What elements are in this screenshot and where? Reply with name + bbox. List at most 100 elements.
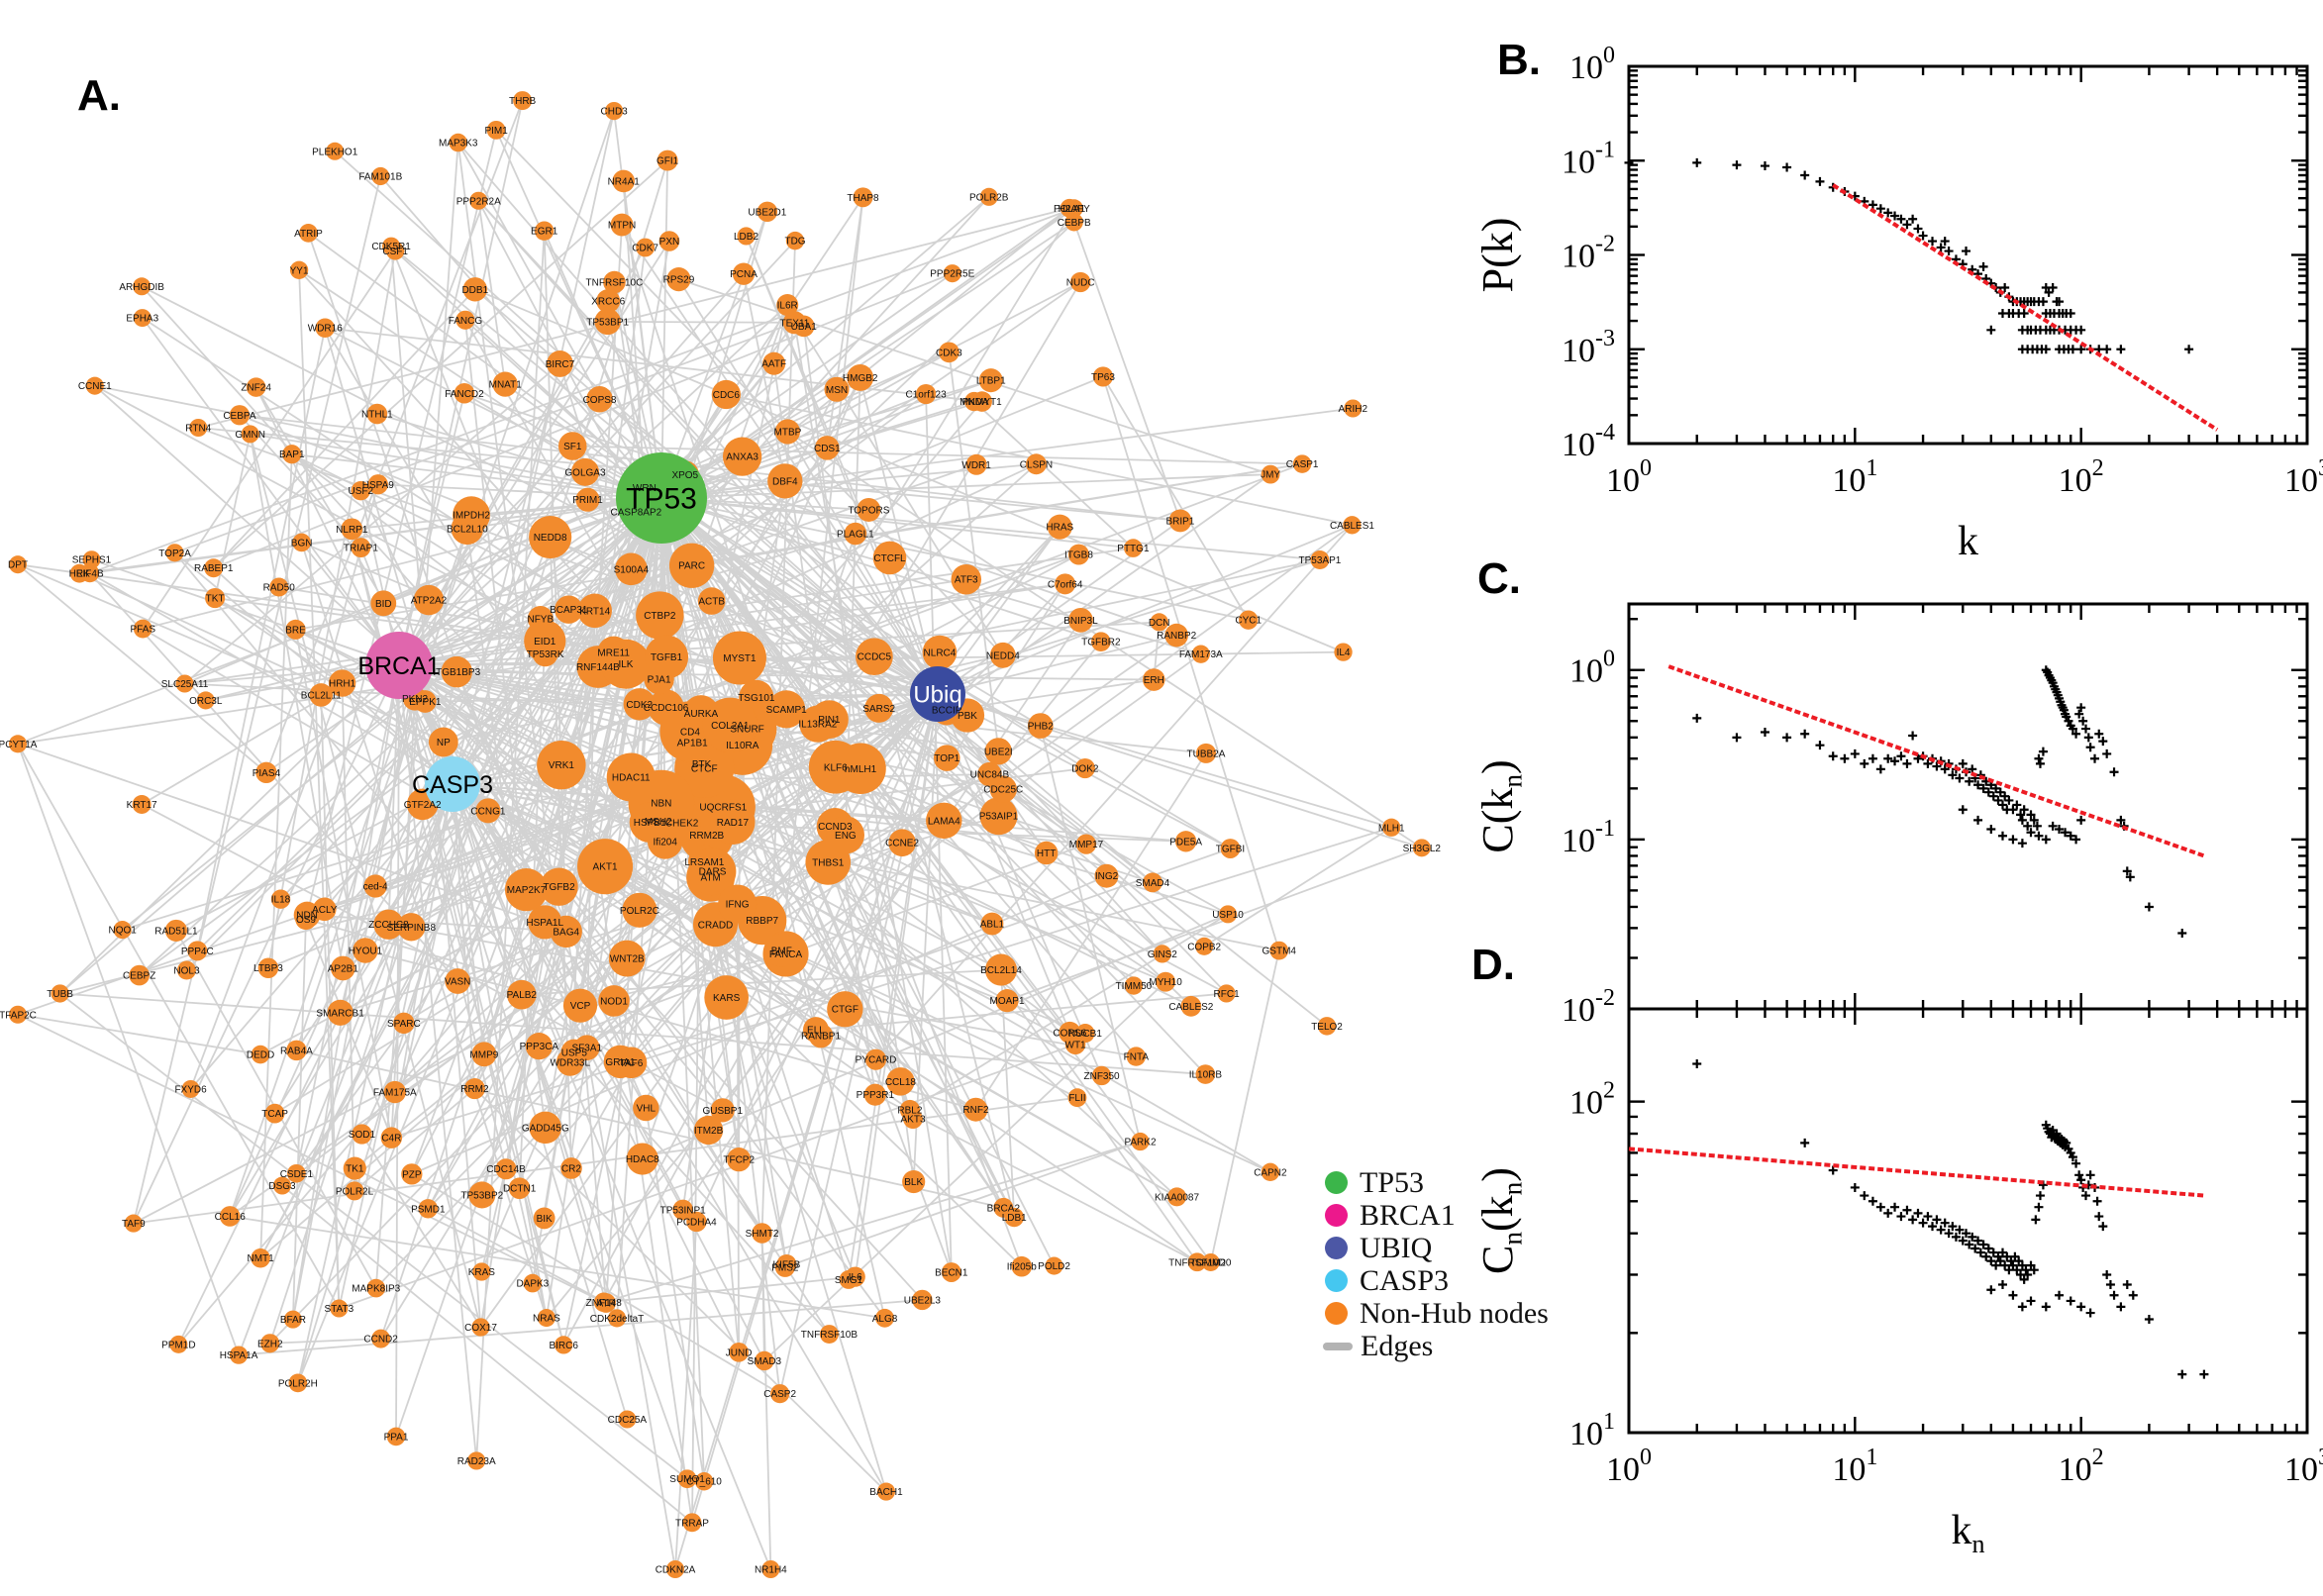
- node-label: AKT1: [593, 862, 618, 873]
- node-swatch-icon: [1325, 1269, 1348, 1292]
- node-label: XPO5: [671, 470, 698, 481]
- network-node: [550, 915, 582, 948]
- y-axis-label: C(kn): [1473, 759, 1528, 852]
- network-node: [598, 985, 630, 1017]
- node-label: GRIA1: [605, 1057, 635, 1068]
- node-label: WRN: [633, 483, 656, 494]
- node-label: CDKN2A: [656, 1565, 696, 1576]
- network-node: [367, 474, 388, 495]
- node-label: CCND2: [363, 1335, 398, 1346]
- tick-label: 102: [2059, 1445, 2104, 1488]
- node-label: TELO2: [1311, 1022, 1343, 1033]
- network-node: [1261, 464, 1280, 484]
- node-label: CEBPA: [223, 411, 255, 422]
- network-node: [537, 1309, 556, 1328]
- network-node: [1070, 271, 1091, 293]
- node-label: BRCA2: [987, 1203, 1021, 1214]
- network-node: [603, 270, 626, 294]
- network-node: [824, 376, 850, 402]
- node-label: GMNN: [235, 430, 265, 441]
- node-label: PMS2: [771, 1262, 799, 1273]
- node-label: XRCC6: [591, 297, 625, 308]
- node-label: ALG8: [872, 1314, 898, 1325]
- network-node: [363, 874, 387, 898]
- network-node: [712, 631, 766, 685]
- node-label: BIRC6: [549, 1341, 578, 1351]
- node-label: BTK: [692, 759, 712, 770]
- network-node: [309, 683, 334, 707]
- tick-label: 103: [2284, 1445, 2323, 1488]
- node-label: RBBP7: [746, 916, 778, 927]
- network-node: [792, 315, 815, 338]
- node-label: CABLES1: [1330, 521, 1374, 532]
- network-node: [272, 1176, 291, 1195]
- node-label: RABEP1: [194, 563, 234, 574]
- legend-item-label: TP53: [1360, 1165, 1425, 1199]
- network-node: [270, 889, 291, 909]
- network-node: [939, 342, 960, 363]
- node-label: ABL1: [980, 920, 1005, 931]
- power-law-fit-line: [1628, 1147, 2205, 1198]
- network-node: [776, 1253, 797, 1274]
- node-label: BIRC7: [546, 359, 575, 370]
- network-node: [1180, 995, 1202, 1017]
- network-node: [351, 481, 370, 501]
- network-node: [774, 419, 801, 445]
- node-label: H2AFY: [1059, 204, 1091, 215]
- node-label: TFCP2: [723, 1155, 755, 1166]
- network-node: [471, 1042, 497, 1067]
- network-node: [1131, 1132, 1150, 1151]
- node-label: CEBPZ: [123, 971, 155, 982]
- node-label: FANCA: [769, 949, 803, 960]
- node-label: TNFRSF10B: [801, 1330, 858, 1341]
- network-node: [251, 1045, 270, 1064]
- node-label: MSH2: [645, 817, 672, 828]
- node-label: PCNA: [730, 269, 758, 280]
- node-label: COPS8: [583, 395, 617, 406]
- node-label: FXYD6: [174, 1084, 207, 1095]
- node-label: TDG: [784, 237, 805, 248]
- network-node: [1064, 213, 1083, 232]
- network-node: [995, 989, 1019, 1013]
- network-node: [219, 1206, 241, 1227]
- power-law-fit-line: [1832, 183, 2219, 432]
- node-label: TNFRSF10C: [586, 278, 644, 289]
- legend-item: Edges: [1323, 1330, 1549, 1362]
- network-node: [596, 1293, 616, 1313]
- node-label: IL6R: [777, 301, 798, 312]
- node-label: ENG: [835, 831, 857, 842]
- legend-item: Non-Hub nodes: [1325, 1297, 1549, 1330]
- node-label: TKT: [206, 594, 225, 605]
- node-label: UNC84B: [970, 770, 1010, 781]
- network-node: [288, 1373, 308, 1393]
- node-label: CDK3: [936, 348, 962, 358]
- network-node: [1239, 610, 1259, 630]
- node-label: ZNF350: [1083, 1071, 1120, 1082]
- node-label: PZP: [402, 1169, 422, 1180]
- network-node: [903, 1109, 923, 1130]
- node-label: CCND3: [818, 822, 853, 833]
- network-node: [686, 1211, 707, 1233]
- network-node: [523, 1273, 543, 1293]
- network-node: [1344, 399, 1363, 418]
- node-label: HMGB2: [843, 373, 878, 384]
- network-node: [943, 264, 961, 283]
- network-node: [668, 543, 715, 588]
- node-label: USP5: [561, 1048, 588, 1059]
- node-label: ITM2B: [694, 1126, 724, 1137]
- node-label: CDK2: [626, 700, 653, 711]
- network-node: [815, 436, 840, 460]
- node-label: ACLY: [312, 905, 338, 916]
- node-label: UBA1: [791, 322, 818, 333]
- node-label: TGFBI: [1216, 845, 1245, 855]
- hub-node-ubiq: [910, 666, 965, 722]
- network-node: [864, 693, 894, 723]
- node-swatch-icon: [1325, 1171, 1348, 1194]
- network-node: [755, 1350, 774, 1371]
- hub-label-brca1: BRCA1: [357, 652, 440, 680]
- node-label: BACH1: [869, 1487, 903, 1498]
- network-node: [113, 921, 132, 940]
- node-label: SPARC: [387, 1019, 421, 1030]
- network-node: [626, 1143, 658, 1175]
- node-label: COX17: [464, 1323, 497, 1334]
